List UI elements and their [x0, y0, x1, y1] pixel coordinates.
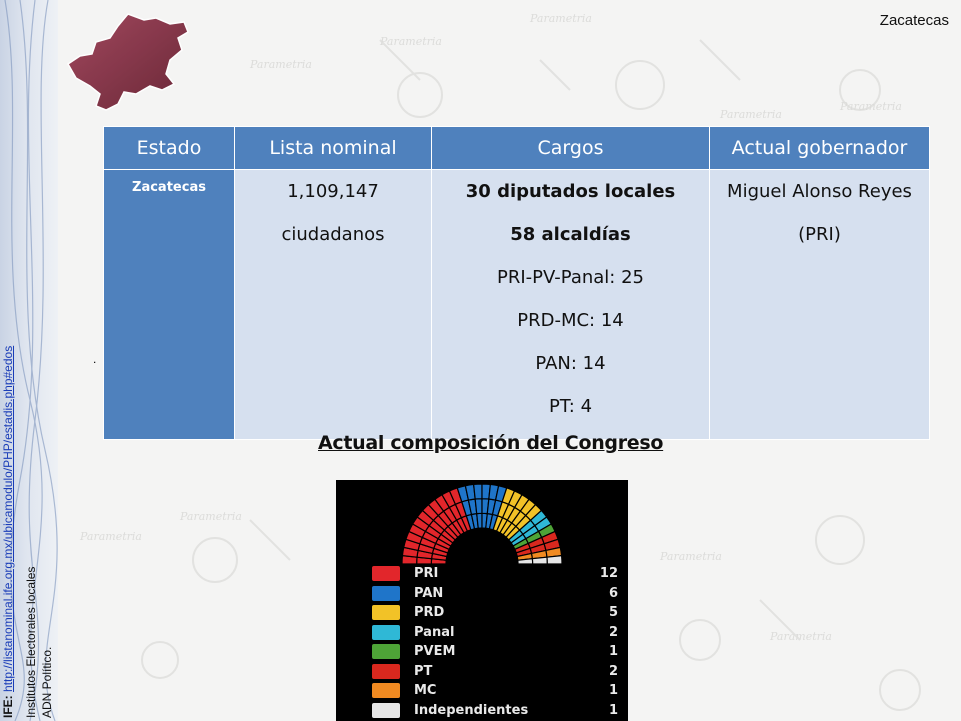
- watermark-text: Parametria: [719, 108, 782, 121]
- mc-logo-icon: [372, 683, 400, 699]
- watermark-text: Parametria: [529, 12, 592, 25]
- watermark-text: Parametria: [79, 530, 142, 543]
- sources-line-3: ADN Político.: [40, 646, 54, 718]
- ife-label: IFE:: [1, 695, 15, 718]
- watermark-text: Parametria: [249, 58, 312, 71]
- decorative-lines: [4, 0, 58, 721]
- watermark-text: Parametria: [379, 35, 442, 48]
- gobernador-name: Miguel Alonso Reyes: [727, 181, 912, 202]
- legend-row-mc: MC 1: [372, 681, 622, 701]
- cargos-diputados: 30 diputados locales: [465, 181, 676, 202]
- cell-gobernador: Miguel Alonso Reyes (PRI): [709, 169, 930, 440]
- header-gobernador: Actual gobernador: [709, 126, 930, 170]
- watermark-text: Parametria: [179, 510, 242, 523]
- table-header-row: Estado Lista nominal Cargos Actual gober…: [103, 126, 930, 170]
- left-sidebar-strip: [0, 0, 58, 721]
- cell-lista-nominal: 1,109,147 ciudadanos: [234, 169, 432, 440]
- cargos-line: PRI-PV-Panal: 25: [497, 267, 644, 288]
- legend-party-name: Independientes: [414, 702, 529, 718]
- legend-seat-count: 2: [608, 663, 618, 679]
- pvem-logo-icon: [372, 644, 400, 660]
- cell-cargos: 30 diputados locales 58 alcaldías PRI-PV…: [431, 169, 710, 440]
- legend-row-prd: PRD 5: [372, 603, 622, 623]
- panal-logo-icon: [372, 624, 400, 640]
- party-legend: PRI 12 PAN 6 PRD 5 Panal 2 PVEM 1 PT 2 MC 1 Independie…: [372, 564, 622, 720]
- sources-line-2: Institutos Electorales locales: [24, 566, 38, 718]
- seat-independientes: [546, 554, 563, 565]
- ife-source-line: IFE: http://listanominal.ife.org.mx/ubic…: [1, 346, 15, 718]
- hemicycle-chart: [401, 483, 563, 565]
- cargos-line: PAN: 14: [535, 353, 606, 374]
- legend-party-name: Panal: [414, 624, 455, 640]
- legend-seat-count: 6: [608, 585, 618, 601]
- table-row: Zacatecas 1,109,147 ciudadanos 30 diputa…: [103, 169, 930, 440]
- lista-nominal-value: 1,109,147: [287, 181, 379, 202]
- legend-seat-count: 1: [608, 644, 618, 660]
- pt-logo-icon: [372, 663, 400, 679]
- cargos-line: PT: 4: [548, 396, 593, 417]
- legend-row-pvem: PVEM 1: [372, 642, 622, 662]
- watermark-text: Parametria: [839, 100, 902, 113]
- legend-seat-count: 1: [608, 702, 618, 718]
- legend-row-pri: PRI 12: [372, 564, 622, 584]
- legend-seat-count: 12: [599, 566, 618, 582]
- seat-pan: [472, 483, 483, 500]
- independientes-logo-icon: [372, 702, 400, 718]
- prd-logo-icon: [372, 605, 400, 621]
- state-title: Zacatecas: [879, 12, 949, 29]
- state-info-table: Estado Lista nominal Cargos Actual gober…: [103, 126, 930, 440]
- legend-row-pan: PAN 6: [372, 584, 622, 604]
- legend-row-panal: Panal 2: [372, 623, 622, 643]
- legend-party-name: PAN: [414, 585, 444, 601]
- lista-nominal-unit: ciudadanos: [281, 224, 385, 245]
- seat-pan: [476, 512, 483, 529]
- cargos-alcaldias: 58 alcaldías: [510, 224, 631, 245]
- legend-seat-count: 1: [608, 683, 618, 699]
- congress-heading: Actual composición del Congreso: [318, 432, 664, 454]
- header-lista-nominal: Lista nominal: [234, 126, 432, 170]
- cargos-line: PRD-MC: 14: [517, 310, 624, 331]
- legend-party-name: PRI: [414, 566, 439, 582]
- gobernador-party: (PRI): [798, 224, 841, 245]
- legend-party-name: MC: [414, 683, 437, 699]
- pan-logo-icon: [372, 585, 400, 601]
- pri-logo-icon: [372, 566, 400, 582]
- seat-pan: [474, 498, 483, 515]
- legend-seat-count: 5: [608, 605, 618, 621]
- legend-party-name: PRD: [414, 605, 445, 621]
- ife-link[interactable]: http://listanominal.ife.org.mx/ubicamodu…: [1, 345, 15, 692]
- legend-row-pt: PT 2: [372, 662, 622, 682]
- legend-row-independientes: Independientes 1: [372, 701, 622, 721]
- watermark-text: Parametria: [659, 550, 722, 563]
- state-map-logo: [67, 13, 189, 111]
- legend-party-name: PT: [414, 663, 433, 679]
- seat-independientes: [531, 556, 548, 565]
- legend-party-name: PVEM: [414, 644, 456, 660]
- legend-seat-count: 2: [608, 624, 618, 640]
- dot-mark: .: [93, 352, 97, 366]
- congress-composition-chart: PRI 12 PAN 6 PRD 5 Panal 2 PVEM 1 PT 2 MC 1 Independie…: [336, 480, 628, 721]
- cell-estado: Zacatecas: [103, 169, 235, 440]
- header-cargos: Cargos: [431, 126, 710, 170]
- header-estado: Estado: [103, 126, 235, 170]
- watermark-text: Parametria: [769, 630, 832, 643]
